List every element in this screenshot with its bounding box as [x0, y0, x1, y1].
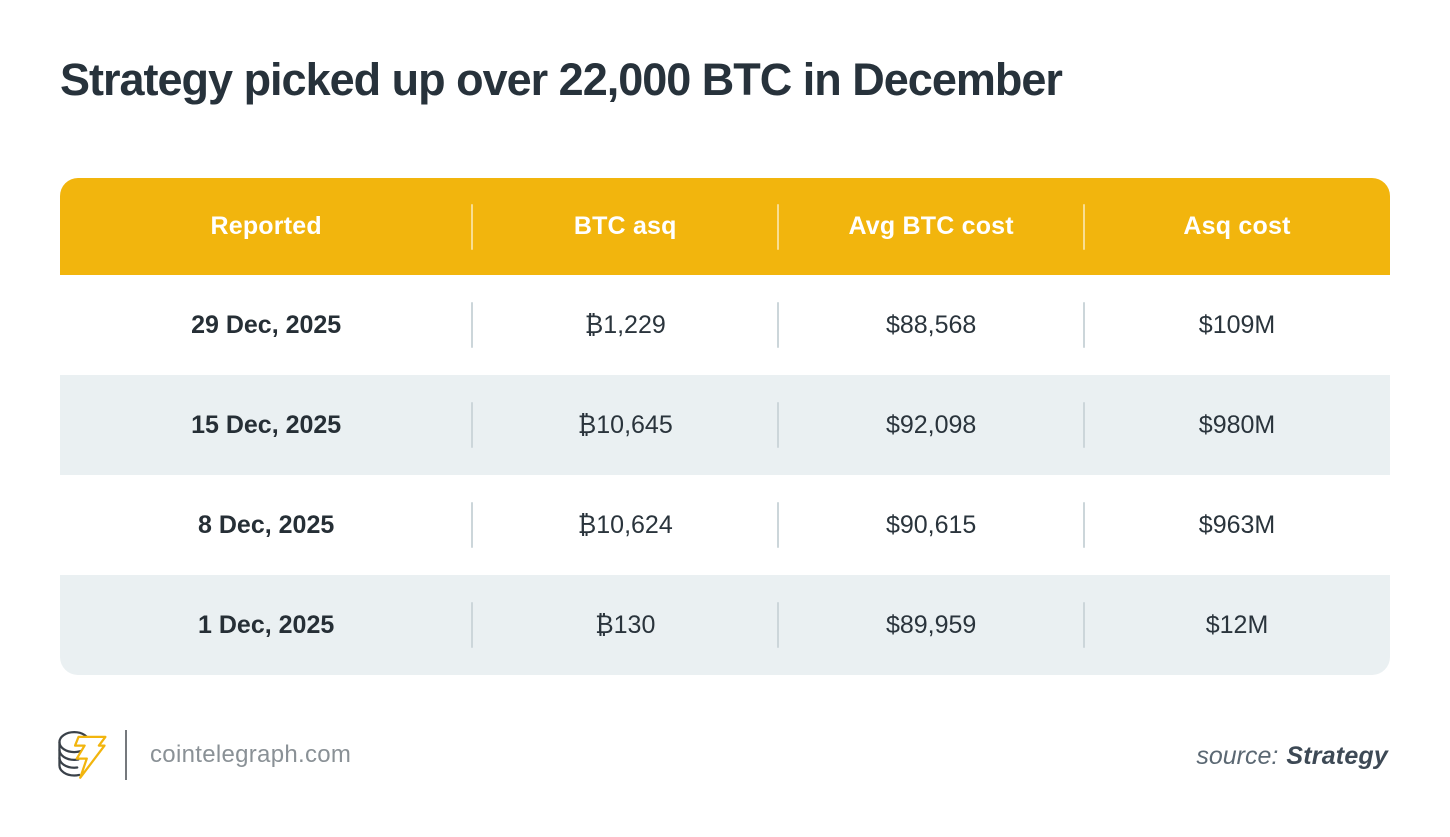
site-url: cointelegraph.com — [150, 741, 352, 768]
column-header-avg-btc-cost: Avg BTC cost — [778, 178, 1084, 275]
cell-avg-btc-cost: $88,568 — [778, 275, 1084, 375]
cointelegraph-logo-icon — [58, 731, 107, 779]
table-header-row: Reported BTC asq Avg BTC cost Asq cost — [60, 178, 1390, 275]
cell-reported: 15 Dec, 2025 — [191, 410, 342, 439]
cell-btc-asq: ₿10,645 — [472, 375, 778, 475]
cell-asq-cost: $12M — [1084, 575, 1390, 675]
cell-asq-cost: $980M — [1084, 375, 1390, 475]
cell-reported: 1 Dec, 2025 — [198, 610, 335, 639]
column-header-asq-cost: Asq cost — [1084, 178, 1390, 275]
source-attribution: source: Strategy — [1196, 742, 1388, 771]
cell-btc-asq: ₿10,624 — [472, 475, 778, 575]
cell-avg-btc-cost: $90,615 — [778, 475, 1084, 575]
page-title: Strategy picked up over 22,000 BTC in De… — [60, 54, 1063, 105]
cell-reported: 29 Dec, 2025 — [191, 310, 342, 339]
footer: cointelegraph.com source: Strategy — [0, 722, 1450, 794]
table-row: 8 Dec, 2025 ₿10,624 $90,615 $963M — [60, 475, 1390, 575]
cell-btc-asq: ₿1,229 — [472, 275, 778, 375]
column-header-btc-asq: BTC asq — [472, 178, 778, 275]
btc-purchases-table: Reported BTC asq Avg BTC cost Asq cost 2… — [60, 178, 1390, 675]
cell-reported: 8 Dec, 2025 — [198, 510, 335, 539]
table-row: 29 Dec, 2025 ₿1,229 $88,568 $109M — [60, 275, 1390, 375]
source-label: source: — [1196, 742, 1279, 770]
cell-asq-cost: $109M — [1084, 275, 1390, 375]
column-header-reported: Reported — [210, 212, 322, 240]
cell-avg-btc-cost: $89,959 — [778, 575, 1084, 675]
table-row: 1 Dec, 2025 ₿130 $89,959 $12M — [60, 575, 1390, 675]
table-row: 15 Dec, 2025 ₿10,645 $92,098 $980M — [60, 375, 1390, 475]
footer-divider — [125, 730, 127, 780]
cell-avg-btc-cost: $92,098 — [778, 375, 1084, 475]
source-value: Strategy — [1286, 742, 1388, 770]
cell-btc-asq: ₿130 — [472, 575, 778, 675]
cell-asq-cost: $963M — [1084, 475, 1390, 575]
